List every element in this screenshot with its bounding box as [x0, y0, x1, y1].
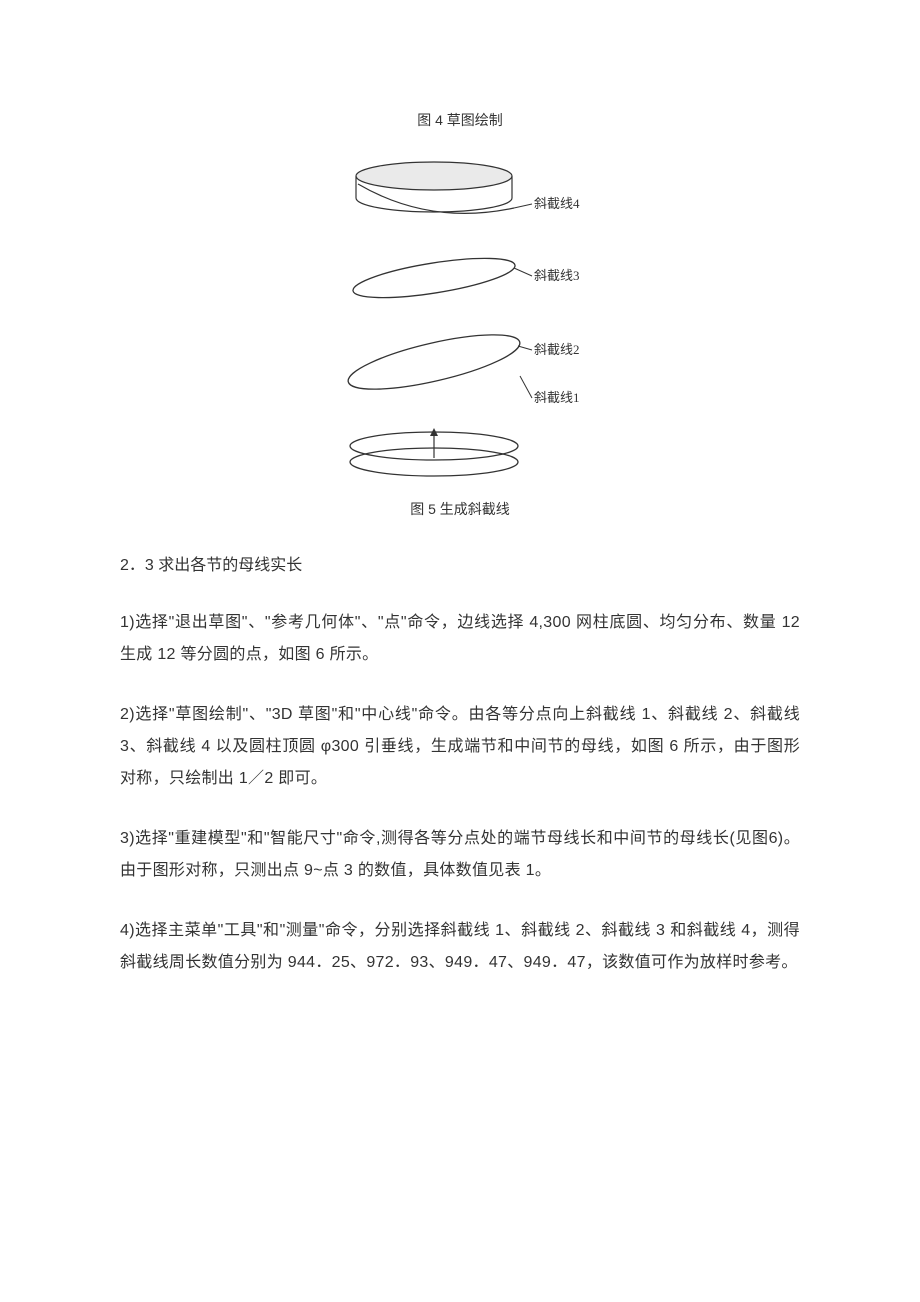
paragraph-4: 4)选择主菜单"工具"和"测量"命令，分别选择斜截线 1、斜截线 2、斜截线 3…: [120, 915, 800, 979]
document-page: 图 4 草图绘制 斜截线4 斜截线3 斜截线2: [0, 0, 920, 1207]
label-l3: 斜截线3: [534, 268, 580, 283]
paragraph-3: 3)选择"重建模型"和"智能尺寸"命令,测得各等分点处的端节母线长和中间节的母线…: [120, 823, 800, 887]
paragraph-2: 2)选择"草图绘制"、"3D 草图"和"中心线"命令。由各等分点向上斜截线 1、…: [120, 699, 800, 795]
label-l1: 斜截线1: [534, 390, 580, 405]
figure5-caption: 图 5 生成斜截线: [120, 499, 800, 519]
figure5-container: 斜截线4 斜截线3 斜截线2 斜截线1 图 5 生成斜截线: [120, 148, 800, 519]
label-l4: 斜截线4: [534, 196, 580, 211]
figure4-caption: 图 4 草图绘制: [120, 110, 800, 130]
paragraph-1: 1)选择"退出草图"、"参考几何体"、"点"命令，边线选择 4,300 网柱底圆…: [120, 607, 800, 671]
section-2-3-heading: 2．3 求出各节的母线实长: [120, 553, 800, 579]
label-l2: 斜截线2: [534, 342, 580, 357]
figure5-diagram: 斜截线4 斜截线3 斜截线2 斜截线1: [330, 148, 590, 488]
